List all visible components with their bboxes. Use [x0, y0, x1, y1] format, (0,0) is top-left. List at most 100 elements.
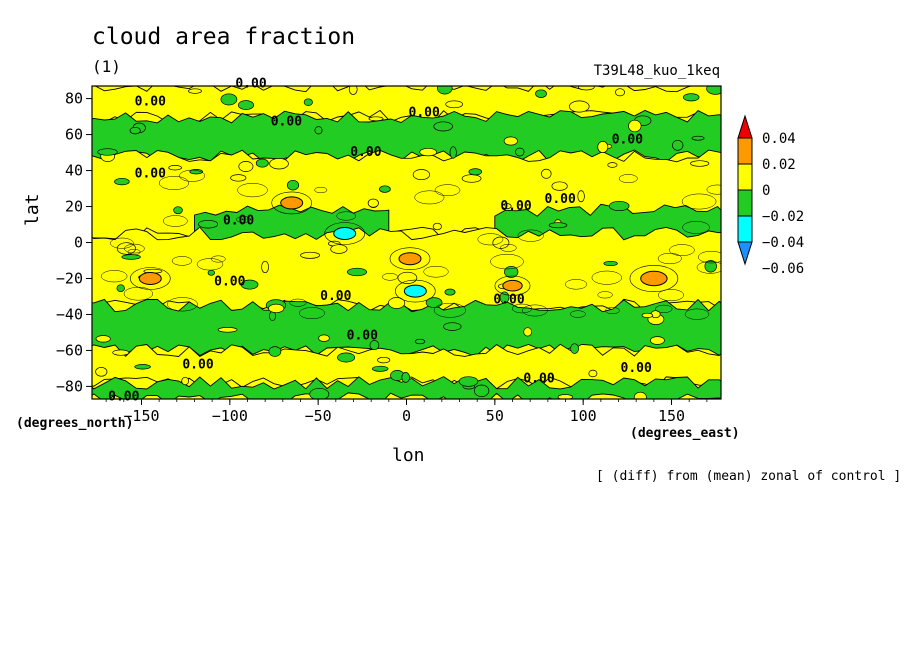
anomaly-contour	[271, 191, 313, 215]
contour-label: 0.00	[523, 372, 554, 387]
y-tick-label: 0	[74, 234, 83, 252]
noise-cell	[300, 251, 321, 259]
noise-cell	[437, 86, 453, 95]
x-tick-label: −150	[123, 407, 159, 425]
noise-cell	[569, 100, 590, 113]
noise-cell	[314, 126, 323, 135]
noise-cell	[309, 387, 330, 399]
noise-cell	[116, 242, 136, 255]
contour-line	[299, 307, 325, 320]
contour-line	[655, 304, 673, 313]
noise-cell	[706, 86, 721, 95]
band-1	[92, 109, 721, 163]
noise-cell	[444, 288, 456, 296]
y-tick-label: −20	[56, 269, 83, 287]
colorbar-label: 0	[762, 183, 770, 199]
noise-cell	[535, 89, 547, 98]
noise-cell	[577, 86, 595, 91]
contour-line	[477, 233, 504, 246]
chart-title: cloud area fraction	[92, 24, 356, 50]
noise-cell	[367, 198, 379, 208]
noise-cell	[557, 394, 573, 399]
colorbar-label: −0.04	[762, 235, 804, 251]
noise-cell	[286, 179, 300, 191]
contour-line	[597, 291, 613, 299]
contour-line	[167, 297, 198, 312]
colorbar-segment	[737, 215, 753, 243]
noise-cell	[541, 168, 552, 179]
contour-line	[618, 174, 638, 184]
noise-cell	[337, 352, 356, 363]
anomaly-contour	[389, 247, 431, 271]
contour-line	[434, 184, 461, 197]
contour-line	[605, 307, 620, 315]
noise-cell	[603, 260, 618, 267]
noise-cell	[503, 136, 518, 146]
noise-cell	[425, 297, 443, 308]
contour-label: 0.00	[409, 106, 440, 121]
y-tick-label: 60	[65, 126, 83, 144]
noise-cell	[577, 190, 585, 203]
contour-label: 0.00	[135, 95, 166, 110]
colorbar-segment	[737, 137, 753, 165]
contour-line	[162, 215, 188, 227]
contour-line	[681, 193, 717, 210]
anomaly-contour	[130, 267, 171, 290]
x-axis: −150 −100 −50 0 50 100 150	[105, 399, 708, 425]
y-tick-label: 40	[65, 162, 83, 180]
contour-label: 0.00	[350, 145, 381, 160]
noise-cell	[548, 222, 568, 229]
noise-cell	[220, 93, 238, 106]
y-tick-label: −40	[56, 305, 83, 323]
y-tick-label: 20	[65, 198, 83, 216]
noise-cell	[255, 158, 269, 168]
contour-label: 0.00	[320, 289, 351, 304]
contour-line	[382, 273, 398, 281]
x-tick-label: 150	[658, 407, 685, 425]
run-label: T39L48_kuo_1keq	[593, 63, 720, 79]
anomaly-cell	[138, 272, 162, 285]
noise-cell	[189, 169, 203, 175]
anomaly-cell	[502, 279, 523, 292]
contour-line	[682, 221, 710, 234]
contour-line	[179, 169, 206, 182]
noise-cell	[95, 335, 111, 343]
footnote: [ (diff) from (mean) zonal of control ]	[596, 469, 902, 484]
noise-cell	[570, 343, 579, 354]
contour-line	[336, 211, 357, 221]
contour-line	[289, 298, 307, 307]
contour-line	[101, 270, 128, 283]
noise-cell	[303, 98, 313, 106]
noise-cell	[268, 303, 285, 314]
contour-line	[171, 256, 193, 266]
x-tick-label: 0	[402, 407, 411, 425]
noise-cell	[318, 334, 330, 342]
contour-line	[210, 255, 226, 263]
noise-cell	[269, 158, 289, 170]
noise-cell	[97, 148, 118, 156]
noise-cell	[181, 376, 190, 386]
noise-cell	[129, 126, 141, 135]
colorbar-segment	[737, 189, 753, 217]
noise-cell	[597, 141, 609, 153]
contour-field	[92, 86, 721, 399]
noise-cell	[502, 203, 512, 210]
contour-label: 0.00	[621, 361, 652, 376]
noise-cell	[330, 244, 348, 254]
noise-cell	[268, 346, 282, 357]
contour-label: 0.00	[545, 192, 576, 207]
noise-cell	[121, 254, 141, 260]
noise-cell	[445, 100, 464, 109]
anomaly-contour	[494, 275, 531, 296]
anomaly-contour	[324, 222, 366, 245]
colorbar-label: 0.04	[762, 131, 796, 147]
noise-cell	[198, 219, 219, 229]
noise-cell	[168, 165, 182, 171]
contour-line	[657, 252, 682, 265]
contour-line	[490, 253, 524, 270]
anomaly-contour	[394, 279, 436, 303]
noise-cell	[401, 372, 410, 383]
noise-cell	[551, 181, 568, 191]
noise-cell	[461, 174, 482, 183]
noise-cell	[217, 327, 238, 333]
